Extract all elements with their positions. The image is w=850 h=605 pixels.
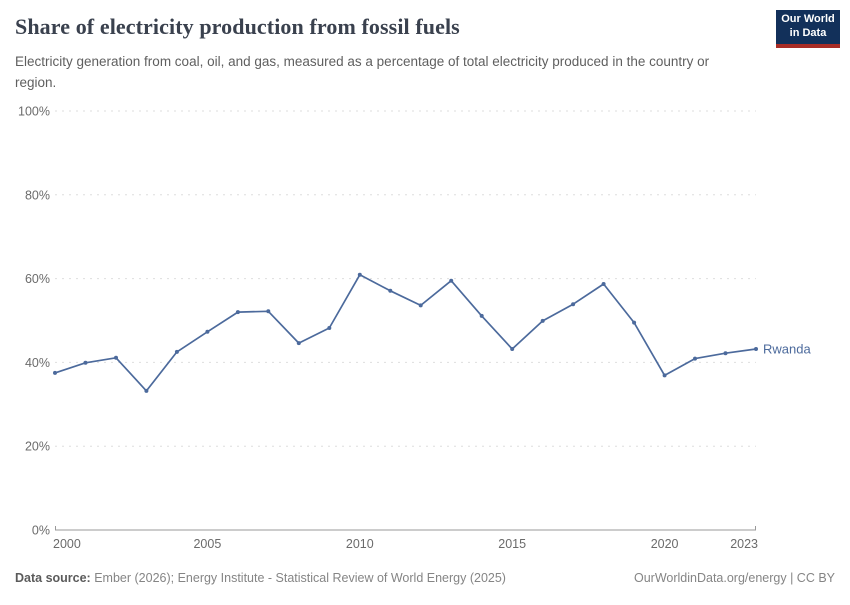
data-point[interactable] [174,349,179,354]
y-tick-label: 80% [25,188,50,202]
x-tick-label: 2005 [193,537,221,551]
y-tick-label: 0% [32,524,50,538]
data-point[interactable] [723,351,728,356]
data-point[interactable] [418,303,423,308]
chart-footer: Data source: Ember (2026); Energy Instit… [0,569,850,593]
data-point[interactable] [235,310,240,315]
license-link[interactable]: OurWorldinData.org/energy | CC BY [633,571,835,585]
owid-logo[interactable]: Our World in Data [776,10,840,48]
data-source-label: Data source: [15,571,91,585]
x-tick-label: 2020 [651,537,679,551]
data-point[interactable] [296,341,301,346]
y-tick-label: 20% [25,440,50,454]
data-point[interactable] [479,313,484,318]
data-point[interactable] [601,282,606,286]
y-tick-label: 60% [25,272,50,286]
data-point[interactable] [144,388,149,393]
data-source-text: Ember (2026); Energy Institute - Statist… [90,571,506,585]
owid-logo-line2: in Data [789,27,827,39]
series-label[interactable]: Rwanda [763,342,811,357]
data-point[interactable] [114,355,118,360]
data-point[interactable] [205,329,210,334]
data-point[interactable] [83,360,88,365]
x-tick-label: 2000 [53,537,81,551]
data-point[interactable] [540,318,545,323]
owid-logo-line1: Our World [781,13,835,26]
data-source-note: Data source: Ember (2026); Energy Instit… [15,571,506,585]
data-point[interactable] [571,302,576,307]
chart-subtitle: Electricity generation from coal, oil, a… [15,54,710,90]
x-tick-label: 2015 [498,537,526,551]
data-point[interactable] [357,272,362,277]
x-tick-label: 2010 [346,537,374,551]
data-point[interactable] [53,370,57,375]
data-point[interactable] [662,373,667,378]
data-point[interactable] [632,320,637,325]
page-title: Share of electricity production from fos… [15,14,460,39]
data-point[interactable] [449,278,454,283]
data-point[interactable] [754,347,758,351]
data-point[interactable] [510,347,515,351]
data-point[interactable] [327,326,332,330]
y-tick-label: 40% [25,356,50,370]
y-tick-label: 100% [18,105,50,119]
data-point[interactable] [388,288,393,293]
x-tick-label: 2023 [730,537,758,551]
data-point[interactable] [266,309,271,314]
data-point[interactable] [693,356,697,361]
data-line[interactable] [54,273,757,392]
